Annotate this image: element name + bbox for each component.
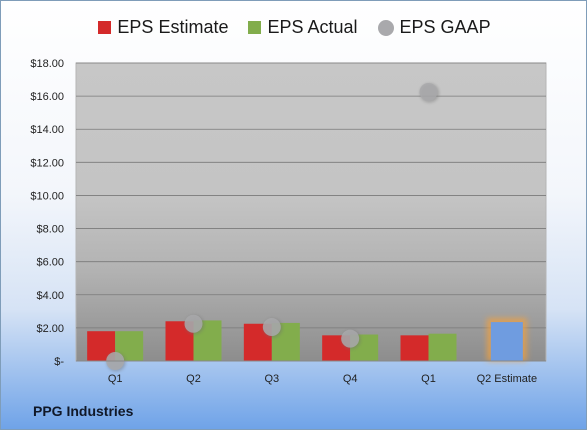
x-tick-label: Q3 (264, 373, 279, 385)
y-tick-label: $16.00 (30, 91, 64, 103)
y-tick-label: $2.00 (36, 323, 64, 335)
legend-item-actual: EPS Actual (248, 17, 358, 38)
x-tick-label: Q4 (343, 373, 358, 385)
legend-swatch-estimate (98, 21, 112, 34)
y-tick-label: $4.00 (36, 290, 64, 302)
legend-label-estimate: EPS Estimate (117, 17, 229, 37)
y-tick-label: $6.00 (36, 257, 64, 269)
gaap-point (341, 329, 360, 348)
bar-q2-estimate (490, 322, 523, 361)
gaap-point (184, 314, 203, 333)
legend: EPS Estimate EPS Actual EPS GAAP (1, 17, 586, 38)
x-tick-label: Q1 (108, 373, 123, 385)
y-tick-label: $14.00 (30, 124, 64, 136)
y-tick-label: $8.00 (36, 224, 64, 236)
gaap-point (419, 82, 438, 101)
legend-label-actual: EPS Actual (267, 17, 358, 37)
legend-item-gaap: EPS GAAP (377, 17, 491, 38)
plot-area (75, 62, 547, 362)
company-name: PPG Industries (33, 403, 134, 419)
y-tick-label: $18.00 (30, 58, 64, 70)
x-tick-label: Q1 (421, 373, 436, 385)
gaap-point (262, 318, 281, 337)
y-tick-label: $12.00 (30, 157, 64, 169)
x-tick-label: Q2 (186, 373, 201, 385)
legend-swatch-gaap (377, 19, 394, 36)
x-tick-label: Q2 Estimate (477, 373, 538, 385)
y-tick-label: $- (54, 356, 64, 368)
bar-eps-estimate (400, 335, 429, 361)
legend-swatch-actual (248, 21, 262, 34)
legend-item-estimate: EPS Estimate (98, 17, 228, 38)
bar-eps-actual (428, 333, 457, 361)
legend-label-gaap: EPS GAAP (399, 17, 491, 37)
y-tick-label: $10.00 (30, 190, 64, 202)
